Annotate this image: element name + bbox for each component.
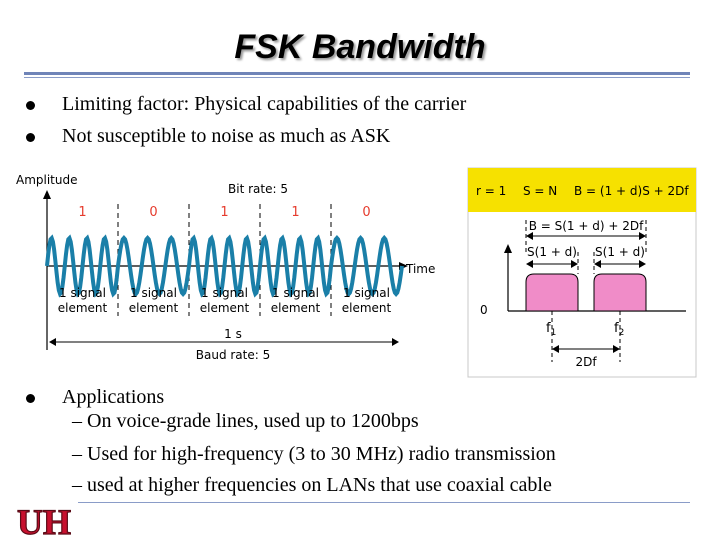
zero-label: 0 (480, 303, 488, 317)
formula-header (468, 168, 696, 212)
sub-band-2-label: S(1 + d) (595, 245, 645, 259)
bandwidth-right-arrow-icon (639, 232, 646, 240)
time-label: Time (405, 262, 435, 276)
sub-bullet-voice-grade: – On voice-grade lines, used up to 1200b… (72, 410, 419, 432)
logo-lettering: UH (17, 502, 71, 540)
signal-element-label: 1 signal (201, 286, 248, 300)
freq-axis-up-arrow-icon (504, 244, 512, 253)
bullet-text: Limiting factor: Physical capabilities o… (62, 93, 467, 115)
fsk-carrier-wave (45, 234, 404, 298)
sub-bullet-lans: – used at higher frequencies on LANs tha… (72, 474, 552, 496)
duration-label: 1 s (224, 327, 242, 341)
bullet-dot-icon (26, 133, 35, 142)
sub-band-1-label: S(1 + d) (527, 245, 577, 259)
delta-right-arrow-icon (613, 345, 620, 353)
signal-element-label: element (200, 301, 250, 315)
bullet-dot-icon (26, 394, 35, 403)
bit-label: 1 (78, 205, 86, 220)
bandwidth-label: B = S(1 + d) + 2Df (529, 219, 644, 233)
bit-labels: 1 0 1 1 0 (78, 205, 370, 220)
signal-element-label: element (342, 301, 392, 315)
header-s: S = N (523, 184, 557, 198)
bit-rate-label: Bit rate: 5 (228, 182, 288, 196)
title-underline (24, 72, 690, 75)
amplitude-label: Amplitude (16, 173, 78, 187)
band-f1 (525, 273, 579, 312)
signal-element-label: element (271, 301, 321, 315)
signal-element-label: element (58, 301, 108, 315)
bullet-text: Not susceptible to noise as much as ASK (62, 125, 391, 147)
header-r: r = 1 (476, 184, 506, 198)
signal-element-label: 1 signal (343, 286, 390, 300)
duration-left-arrow-icon (49, 338, 56, 346)
header-b: B = (1 + d)S + 2Df (574, 184, 689, 198)
signal-element-label: element (129, 301, 179, 315)
bit-label: 0 (362, 205, 370, 220)
fsk-figure: Amplitude Time Bit rate: 5 1 0 1 1 0 1 signa… (16, 167, 697, 378)
bandwidth-left-arrow-icon (526, 232, 533, 240)
bullet-text: Applications (62, 386, 165, 408)
bit-label: 1 (220, 205, 228, 220)
amplitude-arrow-icon (43, 190, 51, 199)
fsk-bandwidth-diagram: r = 1 S = N B = (1 + d)S + 2Df B = S(1 +… (467, 167, 697, 378)
university-logo: UH (16, 501, 71, 540)
f1-label: f1 (546, 321, 556, 338)
duration-right-arrow-icon (392, 338, 399, 346)
signal-element-label: 1 signal (130, 286, 177, 300)
delta-label: 2Df (575, 355, 597, 369)
fsk-time-diagram: Amplitude Time Bit rate: 5 1 0 1 1 0 1 signa… (16, 173, 435, 362)
signal-element-label: 1 signal (272, 286, 319, 300)
slide-title: FSK Bandwidth (234, 28, 486, 66)
delta-left-arrow-icon (552, 345, 559, 353)
baud-rate-label: Baud rate: 5 (196, 348, 271, 362)
signal-element-label: 1 signal (59, 286, 106, 300)
bullet-dot-icon (26, 101, 35, 110)
bit-label: 0 (149, 205, 157, 220)
band-f2 (593, 273, 647, 312)
f2-label: f2 (614, 321, 624, 338)
footer-rule (78, 502, 690, 503)
bit-label: 1 (291, 205, 299, 220)
title-underline-thin (24, 77, 690, 78)
sub-bullet-radio: – Used for high-frequency (3 to 30 MHz) … (72, 443, 556, 465)
